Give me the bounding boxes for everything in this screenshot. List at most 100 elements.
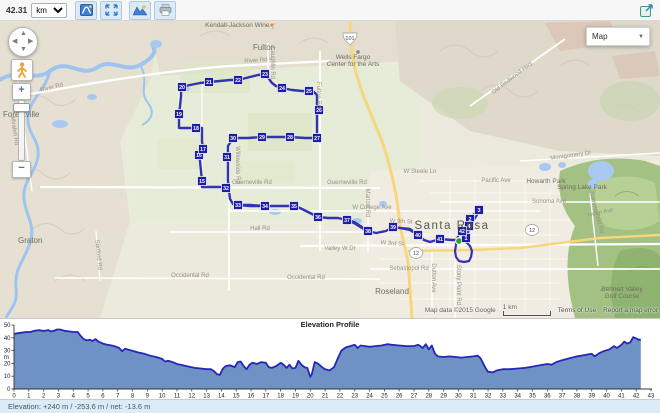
x-tick-label: 24 [366,394,373,400]
status-bar: Elevation: +240 m / -253.6 m / net: -13.… [0,399,660,413]
fit-bounds-icon[interactable] [100,0,123,20]
route-waypoint-marker[interactable]: 19 [174,109,184,119]
route-waypoint-marker[interactable]: 28 [285,132,295,142]
route-waypoint-marker[interactable]: 31 [222,152,232,162]
map-label: Spring Lake Park [557,184,608,191]
poi-marker-icon [269,22,275,28]
route-waypoint-marker[interactable]: 39 [388,222,398,232]
pan-control[interactable]: ▲ ▼ ◀ ▶ [8,27,38,57]
map-label: Sanford Rd [93,239,102,270]
x-tick-label: 27 [411,394,418,400]
x-tick-label: 17 [262,394,269,400]
route-waypoint-marker[interactable]: 42 [457,226,467,236]
route-waypoint-marker[interactable]: 22 [233,75,243,85]
x-tick-label: 14 [218,394,225,400]
svg-text:42: 42 [459,229,465,235]
svg-text:22: 22 [235,78,241,84]
pan-down-arrow[interactable]: ▼ [20,46,27,53]
route-waypoint-marker[interactable]: 38 [363,226,373,236]
unit-select[interactable]: km [31,2,68,18]
svg-text:37: 37 [344,218,350,224]
route-waypoint-marker[interactable]: 35 [289,201,299,211]
map-label: Fulton Rd [315,82,321,108]
map-label: Dutton Ave [430,263,436,293]
route-waypoint-marker[interactable]: 30 [228,133,238,143]
zoom-slider-thumb[interactable] [13,103,30,112]
terms-of-use-link[interactable]: Terms of Use [557,306,597,314]
route-waypoint-marker[interactable]: 3 [474,205,484,215]
route-waypoint-marker[interactable]: 25 [304,86,314,96]
svg-text:15: 15 [199,179,205,185]
y-tick-label: 50 [4,323,11,329]
x-tick-label: 8 [131,394,135,400]
svg-text:21: 21 [206,80,212,86]
map-type-label: Map [592,32,608,41]
y-axis-label: m [4,354,9,361]
map-type-button[interactable]: Map ▼ [586,27,650,46]
route-waypoint-marker[interactable]: 36 [313,212,323,222]
route-waypoint-marker[interactable]: 41 [435,234,445,244]
x-tick-label: 31 [470,394,477,400]
svg-text:30: 30 [230,136,236,142]
route-waypoint-marker[interactable]: 32 [221,183,231,193]
route-icon[interactable] [75,0,98,20]
route-waypoint-marker[interactable]: 24 [277,83,287,93]
svg-text:34: 34 [262,204,268,210]
map-canvas[interactable]: 1 2 3 4 15 16 17 18 19 20 21 22 23 24 25 26 27 28 29 30 31 32… [0,21,660,318]
route-waypoint-marker[interactable]: 33 [233,200,243,210]
svg-text:28: 28 [287,135,293,141]
elevation-summary-text: Elevation: +240 m / -253.6 m / net: -13.… [8,402,151,411]
x-tick-label: 43 [648,394,655,400]
svg-text:4: 4 [467,224,471,230]
route-waypoint-marker[interactable]: 21 [204,77,214,87]
elevation-icon[interactable] [129,0,152,20]
route-waypoint-marker[interactable]: 40 [413,230,423,240]
route-waypoint-marker[interactable]: 15 [197,176,207,186]
svg-text:12: 12 [413,251,419,257]
zoom-slider-track[interactable] [18,100,25,161]
svg-text:40: 40 [415,233,421,239]
pan-up-arrow[interactable]: ▲ [20,30,27,37]
pegman-streetview[interactable] [11,59,33,81]
route-polyline[interactable] [177,72,461,244]
svg-text:17: 17 [200,147,206,153]
route-waypoint-marker[interactable]: 4 [464,221,474,231]
x-tick-label: 34 [514,394,521,400]
x-tick-label: 41 [618,394,625,400]
print-icon[interactable] [154,0,177,20]
svg-text:24: 24 [279,86,285,92]
pan-left-arrow[interactable]: ◀ [12,38,18,45]
x-tick-label: 22 [337,394,344,400]
y-tick-label: 0 [7,387,11,393]
route-waypoint-marker[interactable]: 29 [257,132,267,142]
route-waypoint-marker[interactable]: 17 [198,144,208,154]
route-waypoint-marker[interactable]: 18 [191,123,201,133]
x-tick-label: 7 [116,394,120,400]
map-label: W 9th St [389,218,413,225]
report-map-error-link[interactable]: Report a map error [603,306,658,314]
route-waypoint-marker[interactable]: 34 [260,201,270,211]
route-waypoint-marker[interactable]: 23 [260,69,270,79]
pan-right-arrow[interactable]: ▶ [28,38,34,45]
route-waypoint-marker[interactable]: 20 [177,82,187,92]
map-label: Valley W Dr [324,246,355,252]
zoom-out-button[interactable]: − [12,161,31,178]
route-waypoint-marker[interactable]: 26 [314,105,324,115]
zoom-in-button[interactable]: + [12,83,31,100]
map-label: River Rd [40,82,64,93]
x-tick-label: 11 [174,394,181,400]
x-tick-label: 9 [146,394,150,400]
open-window-icon[interactable] [638,2,655,19]
x-tick-label: 32 [485,394,492,400]
x-tick-label: 10 [159,394,166,400]
x-tick-label: 5 [86,394,90,400]
svg-text:19: 19 [176,112,182,118]
map-label: Center for the Arts [327,61,380,68]
svg-text:20: 20 [179,85,185,91]
svg-text:23: 23 [262,72,268,78]
map-label: River Rd [244,57,268,65]
route-waypoint-marker[interactable]: 27 [312,133,322,143]
route-waypoint-marker[interactable]: 37 [342,215,352,225]
map-label: Marlow Rd [364,189,370,218]
